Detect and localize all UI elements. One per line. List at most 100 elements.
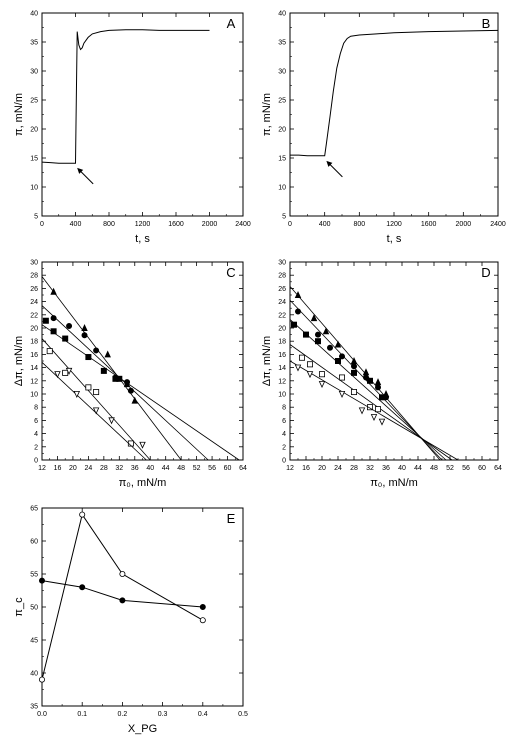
y-tick-label: 6 [34, 418, 38, 425]
fit-line [289, 360, 459, 461]
fit-line [41, 276, 182, 461]
data-point [366, 377, 373, 384]
data-point [62, 335, 69, 342]
data-point [39, 676, 46, 683]
data-point [119, 571, 126, 578]
panel-label: B [482, 16, 491, 31]
x-tick-label: 60 [478, 465, 486, 472]
x-tick-label: 12 [38, 465, 46, 472]
x-tick-label: 64 [239, 465, 247, 472]
data-point [85, 354, 92, 361]
y-tick-label: 50 [30, 605, 38, 612]
y-tick-label: 20 [30, 326, 38, 333]
x-tick-label: 0.3 [158, 711, 168, 718]
x-tick-label: 0 [288, 221, 292, 228]
data-point [199, 604, 206, 611]
x-tick-label: 0.1 [77, 711, 87, 718]
data-point [314, 331, 321, 338]
panel-d: 12 16 20 24 28 32 36 40 44 48 52 56 60 64024681012141… [261, 260, 502, 490]
panel-label: D [481, 265, 490, 280]
y-tick-label: 0 [34, 458, 38, 465]
data-point [322, 327, 330, 335]
plot-frame [289, 261, 499, 461]
x-tick-label: 28 [100, 465, 108, 472]
series-1 [41, 29, 210, 164]
panel-b: 0 400 800 1200 1600 2000 2400 5 10 15 20 25 30 35 40 t,… [261, 11, 506, 246]
y-tick-label: 40 [30, 11, 38, 18]
x-tick-label: 12 [286, 465, 294, 472]
x-tick-label: 32 [366, 465, 374, 472]
x-tick-label: 1200 [135, 221, 151, 228]
data-point [294, 308, 301, 315]
data-point [124, 379, 131, 386]
fit-line [289, 344, 453, 461]
x-tick-label: 36 [382, 465, 390, 472]
data-point [306, 361, 313, 368]
y-tick-label: 24 [278, 299, 286, 306]
y-tick-label: 14 [278, 365, 286, 372]
data-point [42, 317, 49, 324]
data-point [310, 314, 318, 322]
data-point [46, 348, 53, 355]
x-tick-label: 400 [70, 221, 82, 228]
y-tick-label: 30 [278, 69, 286, 76]
x-axis-label: π₀, mN/m [119, 477, 167, 489]
x-tick-label: 800 [103, 221, 115, 228]
data-point [93, 347, 100, 354]
data-point [338, 353, 345, 360]
data-point [294, 291, 302, 299]
plot-frame [41, 261, 244, 461]
series-2 [41, 305, 209, 461]
data-point [127, 387, 134, 394]
y-tick-label: 6 [282, 418, 286, 425]
x-tick-label: 0.4 [198, 711, 208, 718]
data-point [366, 404, 373, 411]
x-tick-label: 44 [162, 465, 170, 472]
y-tick-label: 10 [30, 392, 38, 399]
data-point [350, 369, 357, 376]
y-tick-label: 20 [278, 326, 286, 333]
y-tick-label: 16 [278, 352, 286, 359]
data-point [338, 374, 345, 381]
y-tick-label: 10 [278, 392, 286, 399]
arrow-head [326, 160, 333, 167]
x-tick-label: 52 [446, 465, 454, 472]
panel-label: A [227, 16, 236, 31]
y-tick-label: 28 [278, 273, 286, 280]
x-tick-label: 1200 [386, 221, 402, 228]
x-tick-label: 20 [69, 465, 77, 472]
data-point [139, 441, 146, 449]
series-1 [39, 511, 206, 683]
data-point [93, 389, 100, 396]
y-tick-label: 30 [30, 260, 38, 267]
y-tick-label: 25 [278, 98, 286, 105]
x-tick-label: 24 [84, 465, 92, 472]
series-5 [41, 362, 147, 461]
data-point [66, 323, 73, 330]
data-point [199, 617, 206, 624]
y-axis-label: Δπ, mN/m [13, 336, 25, 386]
x-tick-label: 64 [494, 465, 502, 472]
data-point [378, 394, 385, 401]
series-4 [289, 344, 453, 461]
y-tick-label: 22 [278, 312, 286, 319]
data-point [116, 375, 123, 382]
y-axis-label: π, mN/m [13, 93, 25, 136]
y-tick-label: 4 [282, 431, 286, 438]
y-tick-label: 35 [30, 40, 38, 47]
series-5 [289, 360, 459, 461]
data-point [62, 369, 69, 376]
data-point [294, 364, 302, 372]
y-axis-label: π_c [13, 597, 25, 617]
data-point [81, 324, 88, 332]
plot-frame [41, 507, 244, 707]
data-point [374, 384, 381, 391]
data-point [50, 287, 57, 295]
data-point [39, 577, 46, 584]
y-tick-label: 40 [278, 11, 286, 18]
y-tick-label: 12 [30, 378, 38, 385]
x-tick-label: 0.0 [37, 711, 47, 718]
x-tick-label: 0.2 [118, 711, 128, 718]
x-tick-label: 400 [319, 221, 331, 228]
data-point [374, 378, 382, 386]
